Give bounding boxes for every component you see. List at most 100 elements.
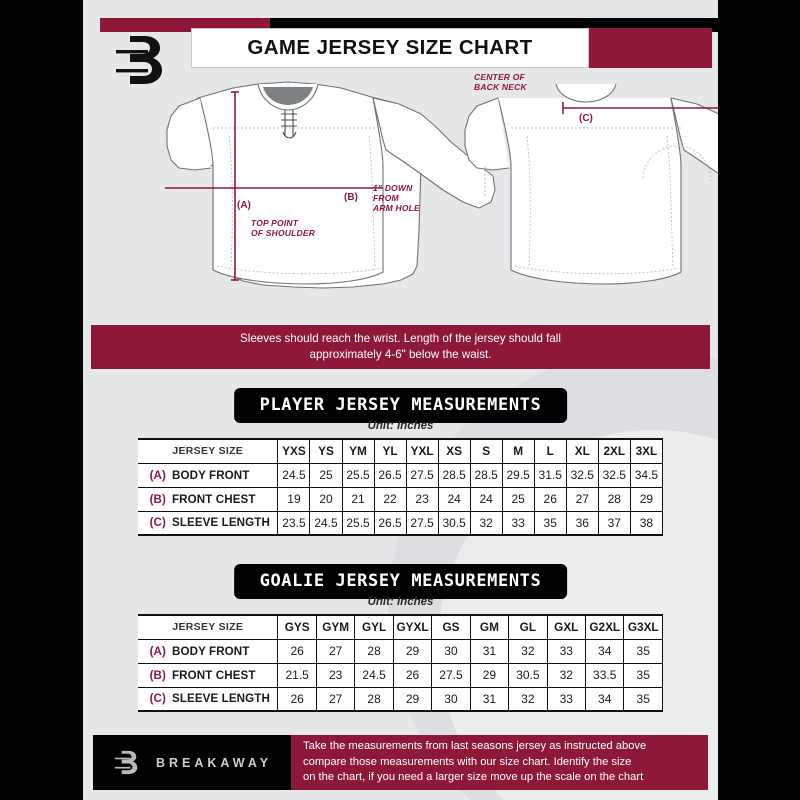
measurement-value: 24.5 bbox=[309, 510, 343, 536]
measurement-value: 31 bbox=[469, 638, 510, 664]
measurement-marker: (C) bbox=[149, 692, 166, 706]
measurement-value: 23 bbox=[405, 486, 439, 512]
measurement-value: 25 bbox=[501, 486, 535, 512]
measurement-value: 24 bbox=[469, 486, 503, 512]
measurement-row-label: (C) SLEEVE LENGTH bbox=[138, 510, 279, 536]
measurement-value: 23.5 bbox=[277, 510, 311, 536]
measurement-value: 32.5 bbox=[565, 462, 599, 488]
measurement-value: 33 bbox=[546, 686, 587, 712]
size-column-header: GYM bbox=[315, 614, 356, 640]
size-column-header: GYL bbox=[354, 614, 394, 640]
back-jersey-illustration bbox=[464, 83, 718, 285]
fit-note-line2: approximately 4-6" below the waist. bbox=[309, 348, 492, 361]
measurement-value: 34.5 bbox=[629, 462, 664, 488]
table-header-row: JERSEY SIZE GYS GYM GYL GYXL GS GM GL GXL G2XL G3X… bbox=[138, 614, 663, 640]
size-column-header: GS bbox=[431, 614, 471, 640]
measurement-value: 19 bbox=[277, 486, 311, 512]
measurement-value: 20 bbox=[309, 486, 343, 512]
size-column-header: XL bbox=[565, 438, 599, 464]
annotation-a-line2: OF SHOULDER bbox=[251, 228, 316, 238]
measurement-row-label: (B) FRONT CHEST bbox=[138, 486, 279, 512]
measurement-value: 29.5 bbox=[501, 462, 535, 488]
measurement-value: 27.5 bbox=[431, 662, 471, 688]
measurement-value: 28 bbox=[354, 638, 394, 664]
size-column-header: YXL bbox=[405, 438, 439, 464]
footer-instruction-line3: on the chart, if you need a larger size … bbox=[303, 771, 644, 784]
measurement-value: 26 bbox=[277, 638, 317, 664]
measurement-value: 28.5 bbox=[437, 462, 471, 488]
measurement-value: 35 bbox=[623, 686, 663, 712]
table-row: (B) FRONT CHEST 21.5 23 24.5 26 27.5 29 30.5 32 33… bbox=[138, 662, 663, 688]
measurement-value: 33 bbox=[546, 638, 587, 664]
measurement-value: 27.5 bbox=[405, 510, 439, 536]
measurement-row-label: (A) BODY FRONT bbox=[138, 462, 279, 488]
measurement-value: 34 bbox=[584, 686, 625, 712]
measurement-value: 21.5 bbox=[277, 662, 317, 688]
annotation-c-line1: CENTER OF bbox=[474, 72, 525, 82]
size-column-header: GYXL bbox=[392, 614, 433, 640]
measurement-marker: (C) bbox=[149, 516, 166, 530]
size-column-header: G3XL bbox=[623, 614, 663, 640]
size-column-header: YL bbox=[373, 438, 407, 464]
page-title: GAME JERSEY SIZE CHART bbox=[247, 36, 533, 59]
page-title-box: GAME JERSEY SIZE CHART bbox=[191, 28, 589, 68]
measurement-value: 28 bbox=[354, 686, 394, 712]
footer-instruction-line2: compare those measurements with our size… bbox=[303, 755, 632, 768]
table-row: (C) SLEEVE LENGTH 23.5 24.5 25.5 26.5 27.5 30.5… bbox=[138, 510, 664, 536]
size-column-header: YS bbox=[309, 438, 343, 464]
jersey-size-header: JERSEY SIZE bbox=[138, 614, 279, 640]
measurement-value: 34 bbox=[584, 638, 625, 664]
goalie-measurements-table: JERSEY SIZE GYS GYM GYL GYXL GS GM GL GXL G2XL G3X… bbox=[138, 614, 663, 712]
size-column-header: GL bbox=[508, 614, 548, 640]
fit-note-banner: Sleeves should reach the wrist. Length o… bbox=[91, 325, 710, 369]
measurement-value: 21 bbox=[341, 486, 375, 512]
measurement-value: 33.5 bbox=[584, 662, 625, 688]
measurement-value: 23 bbox=[315, 662, 356, 688]
measurement-row-label: (B) FRONT CHEST bbox=[138, 662, 279, 688]
label-c: (C) bbox=[579, 113, 593, 124]
size-column-header: GXL bbox=[546, 614, 587, 640]
label-b: (B) bbox=[344, 192, 358, 203]
measurement-value: 27 bbox=[315, 638, 356, 664]
measurement-value: 30.5 bbox=[508, 662, 548, 688]
measurement-value: 32.5 bbox=[597, 462, 631, 488]
size-column-header: M bbox=[501, 438, 535, 464]
size-column-header: L bbox=[533, 438, 567, 464]
measurement-marker: (B) bbox=[149, 668, 166, 682]
measurement-value: 28.5 bbox=[469, 462, 503, 488]
jersey-size-header: JERSEY SIZE bbox=[138, 438, 279, 464]
footer-brand-name: BREAKAWAY bbox=[155, 755, 273, 770]
measurement-value: 29 bbox=[629, 486, 664, 512]
size-chart-page: GAME JERSEY SIZE CHART bbox=[83, 0, 718, 800]
measurement-value: 24.5 bbox=[277, 462, 311, 488]
measurement-value: 22 bbox=[373, 486, 407, 512]
measurement-row-label: (A) BODY FRONT bbox=[138, 638, 279, 664]
jersey-diagram: (A) TOP POINT OF SHOULDER (B) 1" DOWN FR… bbox=[83, 70, 718, 315]
measurement-value: 33 bbox=[501, 510, 535, 536]
player-measurements-table: JERSEY SIZE YXS YS YM YL YXL XS S M L XL 2XL 3XL (A) B… bbox=[138, 438, 664, 536]
measurement-value: 25 bbox=[309, 462, 343, 488]
measurement-value: 26 bbox=[533, 486, 567, 512]
fit-note-line1: Sleeves should reach the wrist. Length o… bbox=[240, 332, 561, 345]
measurement-line-back bbox=[562, 102, 718, 114]
measurement-value: 24 bbox=[437, 486, 471, 512]
measurement-value: 27 bbox=[565, 486, 599, 512]
size-column-header: YXS bbox=[277, 438, 311, 464]
measurement-value: 30.5 bbox=[437, 510, 471, 536]
measurement-value: 29 bbox=[392, 638, 433, 664]
measurement-value: 29 bbox=[392, 686, 433, 712]
title-row: GAME JERSEY SIZE CHART bbox=[83, 28, 718, 68]
measurement-value: 27 bbox=[315, 686, 356, 712]
measurement-value: 25.5 bbox=[341, 462, 375, 488]
size-column-header: G2XL bbox=[584, 614, 625, 640]
footer-instruction-line1: Take the measurements from last seasons … bbox=[303, 740, 647, 753]
annotation-c-line2: BACK NECK bbox=[474, 82, 527, 92]
measurement-value: 36 bbox=[565, 510, 599, 536]
footer-brand-block: BREAKAWAY bbox=[93, 735, 291, 790]
measurement-value: 31 bbox=[469, 686, 510, 712]
annotation-b-line2: FROM bbox=[373, 193, 399, 203]
annotation-b-line1: 1" DOWN bbox=[373, 183, 413, 193]
annotation-a-line1: TOP POINT bbox=[251, 218, 299, 228]
measurement-marker: (B) bbox=[149, 492, 166, 506]
label-a: (A) bbox=[237, 200, 251, 211]
